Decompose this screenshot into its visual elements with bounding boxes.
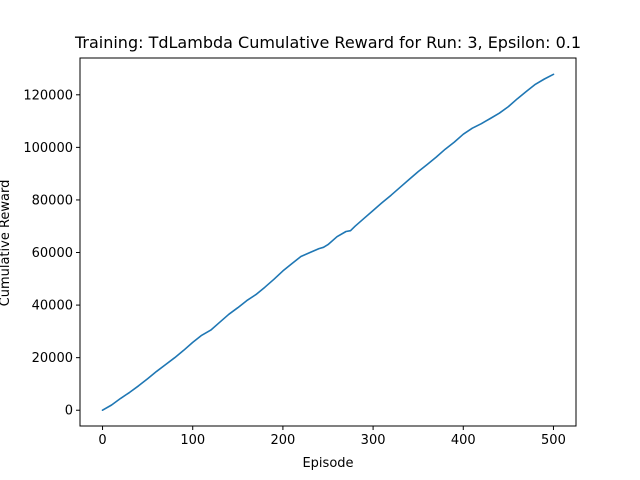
y-tick-label: 100000 — [23, 141, 73, 156]
x-tick-label: 0 — [98, 433, 106, 448]
chart-title: Training: TdLambda Cumulative Reward for… — [74, 33, 581, 52]
y-tick-label: 60000 — [32, 246, 73, 261]
y-tick-label: 20000 — [32, 351, 73, 366]
x-tick-label: 100 — [180, 433, 205, 448]
x-tick-label: 500 — [541, 433, 566, 448]
x-tick-label: 300 — [361, 433, 386, 448]
y-tick-label: 120000 — [23, 88, 73, 103]
y-tick-label: 0 — [65, 404, 73, 419]
x-tick-label: 200 — [270, 433, 295, 448]
plot-area: 0 100 200 300 400 500 0 20000 40000 60000 80000 100… — [23, 57, 577, 448]
series-line-0 — [101, 73, 555, 412]
y-tick-label: 40000 — [32, 299, 73, 314]
y-tick-label: 80000 — [32, 193, 73, 208]
x-axis-label: Episode — [302, 456, 353, 471]
y-axis-label: Cumulative Reward — [0, 180, 13, 307]
x-tick-label: 400 — [451, 433, 476, 448]
plot-frame — [79, 57, 577, 427]
